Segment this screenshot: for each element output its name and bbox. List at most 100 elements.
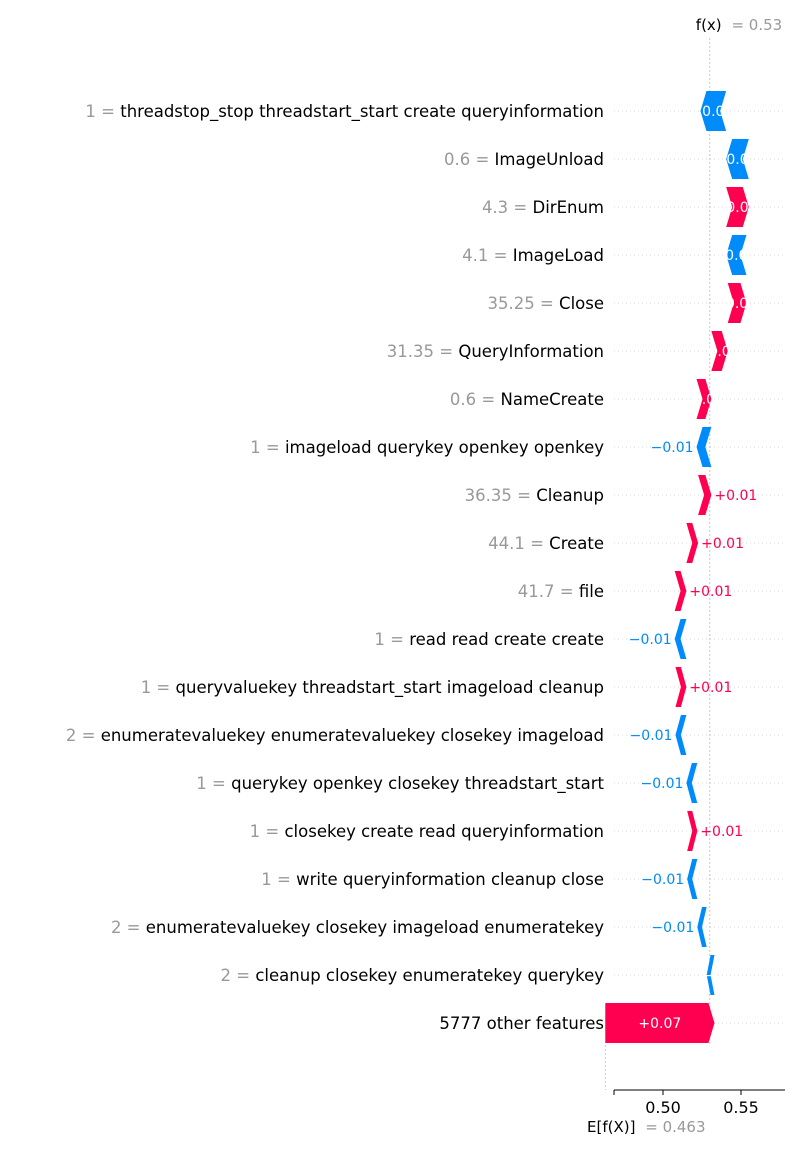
feature-value: 1 = [196, 774, 231, 793]
feature-label: 35.25 = Close [487, 294, 604, 313]
feature-label: 41.7 = file [518, 582, 604, 601]
feature-label: 4.3 = DirEnum [482, 198, 604, 217]
x-axis: 0.50 0.55 [613, 1089, 785, 1117]
feature-name: ImageLoad [513, 246, 604, 265]
feature-value: 1 = [250, 822, 285, 841]
bar-15 [687, 811, 698, 851]
feature-name: enumeratevaluekey enumeratevaluekey clos… [101, 726, 604, 745]
bar-value-label: 0.0 [725, 248, 747, 264]
feature-name: Create [549, 534, 604, 553]
feature-name: Close [559, 294, 604, 313]
bar-10 [674, 571, 687, 611]
bar-8 [698, 475, 712, 515]
x-tick-label: 0.55 [723, 1098, 759, 1117]
bar-value-label: −0.01 [641, 872, 684, 888]
bar-value-label: −0.01 [629, 632, 672, 648]
bar-value-label: − [705, 968, 717, 984]
feature-label: 0.6 = ImageUnload [444, 150, 604, 169]
feature-name: DirEnum [533, 198, 605, 217]
bar-value-label: +0.01 [700, 824, 743, 840]
bar-16 [687, 859, 698, 899]
bar-5 [711, 331, 728, 371]
bar-value-label: 0.0 [726, 296, 748, 312]
bar-value-label: 0.0 [726, 152, 748, 168]
feature-label: 2 = enumeratevaluekey closekey imageload… [111, 918, 604, 937]
feature-label: 1 = querykey openkey closekey threadstar… [196, 774, 604, 794]
feature-label: 1 = threadstop_stop threadstart_start cr… [85, 102, 604, 122]
feature-value: 4.3 = [482, 198, 533, 217]
bar-value-label: −0.01 [630, 728, 673, 744]
feature-name: closekey create read queryinformation [284, 822, 604, 841]
feature-label: 1 = write queryinformation cleanup close [261, 870, 604, 889]
bar-18 [706, 955, 715, 995]
feature-label: 1 = queryvaluekey threadstart_start imag… [141, 678, 604, 698]
feature-label: 0.6 = NameCreate [450, 390, 604, 409]
bar-0 [700, 91, 727, 131]
bar-value-label: +0.01 [689, 584, 732, 600]
bar-value-label: −0.01 [651, 440, 694, 456]
feature-name: imageload querykey openkey openkey [285, 438, 604, 457]
bar-13 [675, 715, 687, 755]
feature-value: 2 = [111, 918, 146, 937]
fx-label: f(x) [696, 16, 722, 34]
bar-2 [726, 187, 749, 227]
feature-value: 1 = [85, 102, 120, 121]
bar-value-label: 0.0 [693, 392, 715, 408]
bar-11 [674, 619, 687, 659]
fx-value: = 0.53 [731, 16, 782, 34]
feature-name: threadstop_stop threadstart_start create… [120, 102, 604, 122]
bar-value-label: +0.01 [689, 680, 732, 696]
bar-4 [727, 283, 747, 323]
feature-label: 2 = cleanup closekey enumeratekey queryk… [221, 966, 605, 985]
feature-value: 1 = [250, 438, 285, 457]
feature-name: QueryInformation [458, 342, 604, 361]
feature-value: 4.1 = [462, 246, 513, 265]
bar-value-label: +0.07 [638, 1016, 681, 1032]
feature-value: 41.7 = [518, 582, 579, 601]
bar-14 [686, 763, 698, 803]
bar-1 [726, 139, 749, 179]
feature-value: 2 = [221, 966, 256, 985]
ex-footer: E[f(X)] = 0.463 [587, 1118, 706, 1136]
feature-label: 1 = closekey create read queryinformatio… [250, 822, 604, 841]
fx-header: f(x) = 0.53 [696, 16, 782, 34]
feature-label: 2 = enumeratevaluekey enumeratevaluekey … [66, 726, 604, 745]
feature-name: write queryinformation cleanup close [296, 870, 604, 889]
feature-value: 31.35 = [387, 342, 459, 361]
feature-name: 5777 other features [439, 1014, 604, 1033]
bar-value-label: −0.01 [640, 776, 683, 792]
bar-value-label: −0.01 [651, 920, 694, 936]
feature-value: 0.6 = [444, 150, 495, 169]
feature-label: 1 = read read create create [374, 630, 604, 649]
bar-value-label: +0.01 [714, 488, 757, 504]
ex-value: = 0.463 [645, 1118, 705, 1136]
feature-value: 0.6 = [450, 390, 501, 409]
feature-label: 31.35 = QueryInformation [387, 342, 604, 361]
ex-label: E[f(X)] [587, 1118, 635, 1136]
feature-label: 4.1 = ImageLoad [462, 246, 604, 265]
feature-name: cleanup closekey enumeratekey querykey [255, 966, 604, 985]
bar-value-label: 0.0 [702, 104, 724, 120]
row-gridlines [614, 110, 785, 1024]
feature-value: 44.1 = [488, 534, 549, 553]
bar-7 [696, 427, 712, 467]
bar-3 [726, 235, 747, 275]
feature-name: ImageUnload [495, 150, 604, 169]
feature-name: file [579, 582, 604, 601]
feature-label: 5777 other features [439, 1014, 604, 1033]
bar-value-label: 0.0 [708, 344, 730, 360]
feature-label: 36.35 = Cleanup [465, 486, 604, 505]
feature-value: 1 = [374, 630, 409, 649]
bar-17 [697, 907, 707, 947]
feature-value: 35.25 = [487, 294, 559, 313]
bar-6 [696, 379, 712, 419]
contribution-bars [605, 91, 749, 1043]
feature-value: 36.35 = [465, 486, 537, 505]
feature-name: Cleanup [536, 486, 604, 505]
feature-value: 1 = [261, 870, 296, 889]
feature-value: 2 = [66, 726, 101, 745]
feature-name: querykey openkey closekey threadstart_st… [231, 774, 604, 794]
feature-label: 44.1 = Create [488, 534, 604, 553]
bar-value-label: +0.01 [701, 536, 744, 552]
